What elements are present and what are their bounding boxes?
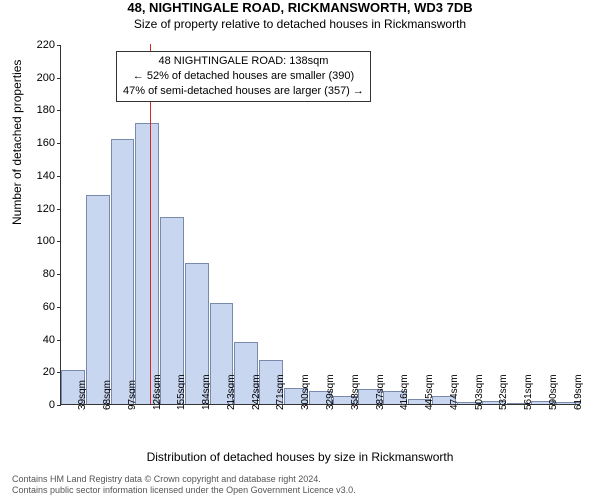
y-tick-mark [57, 45, 61, 46]
y-tick-mark [57, 110, 61, 111]
y-tick-mark [57, 78, 61, 79]
x-tick-label: 619sqm [573, 374, 584, 410]
x-tick-label: 532sqm [498, 374, 509, 410]
chart-area: 02040608010012014016018020022039sqm68sqm… [60, 45, 580, 405]
y-tick-label: 20 [25, 366, 55, 378]
y-tick-mark [57, 176, 61, 177]
subtitle: Size of property relative to detached ho… [0, 17, 600, 31]
y-tick-mark [57, 143, 61, 144]
y-tick-mark [57, 405, 61, 406]
y-tick-label: 40 [25, 334, 55, 346]
y-tick-label: 220 [25, 39, 55, 51]
annot-line-2: ← 52% of detached houses are smaller (39… [123, 69, 364, 84]
y-tick-label: 160 [25, 137, 55, 149]
histogram-bar [86, 195, 110, 404]
y-tick-label: 100 [25, 235, 55, 247]
y-tick-mark [57, 241, 61, 242]
y-tick-label: 200 [25, 72, 55, 84]
histogram-bar [111, 139, 135, 404]
y-tick-label: 120 [25, 203, 55, 215]
annotation-box: 48 NIGHTINGALE ROAD: 138sqm← 52% of deta… [116, 51, 371, 102]
y-tick-mark [57, 340, 61, 341]
footer-attribution: Contains HM Land Registry data © Crown c… [12, 474, 356, 497]
y-axis-label: Number of detached properties [10, 60, 24, 225]
x-tick-label: 474sqm [449, 374, 460, 410]
histogram-bar [135, 123, 159, 404]
annot-line-1: 48 NIGHTINGALE ROAD: 138sqm [123, 54, 364, 69]
y-tick-label: 180 [25, 104, 55, 116]
x-tick-label: 329sqm [325, 374, 336, 410]
x-tick-label: 590sqm [548, 374, 559, 410]
annot-line-3: 47% of semi-detached houses are larger (… [123, 84, 364, 99]
x-tick-label: 445sqm [424, 374, 435, 410]
y-tick-label: 0 [25, 399, 55, 411]
y-tick-label: 60 [25, 301, 55, 313]
y-tick-mark [57, 307, 61, 308]
y-tick-mark [57, 209, 61, 210]
y-tick-label: 80 [25, 268, 55, 280]
y-tick-label: 140 [25, 170, 55, 182]
x-tick-label: 561sqm [523, 374, 534, 410]
x-tick-label: 416sqm [399, 374, 410, 410]
plot-region: 02040608010012014016018020022039sqm68sqm… [60, 45, 580, 405]
main-title: 48, NIGHTINGALE ROAD, RICKMANSWORTH, WD3… [0, 0, 600, 15]
x-tick-label: 503sqm [474, 374, 485, 410]
y-tick-mark [57, 274, 61, 275]
x-axis-label: Distribution of detached houses by size … [0, 450, 600, 464]
footer-line-1: Contains HM Land Registry data © Crown c… [12, 474, 356, 485]
footer-line-2: Contains public sector information licen… [12, 485, 356, 496]
